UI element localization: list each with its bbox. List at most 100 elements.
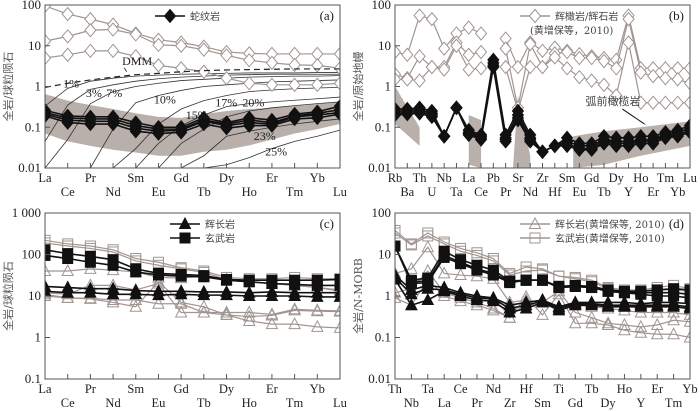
data-point <box>130 266 142 278</box>
data-point <box>310 319 324 332</box>
annotation: 17% <box>215 96 237 110</box>
data-point <box>650 299 664 312</box>
x-tick-label: Pr <box>85 171 97 185</box>
data-point <box>401 47 414 63</box>
y-tick-label: 10 <box>378 38 391 53</box>
x-tick-label: Tm <box>286 185 304 199</box>
data-point <box>573 69 586 85</box>
data-point <box>405 239 417 251</box>
data-point <box>129 123 142 139</box>
data-point <box>597 136 611 151</box>
x-tick-label: La <box>462 171 476 185</box>
y-axis-title: 全岩/原始地幔 <box>351 52 365 122</box>
x-tick-label: Ta <box>450 185 463 199</box>
data-point <box>503 305 517 318</box>
x-tick-label: Ho <box>633 171 648 185</box>
y-tick-label: 0.1 <box>25 371 41 386</box>
melting-curve <box>45 75 340 168</box>
plot-area <box>395 8 690 168</box>
annotation: 7% <box>106 86 122 100</box>
x-tick-label: Er <box>266 171 279 185</box>
x-tick-label: Ce <box>454 382 468 396</box>
x-tick-label: Sm <box>534 396 551 410</box>
data-point <box>462 62 475 77</box>
data-point <box>601 299 615 312</box>
data-point <box>197 64 211 80</box>
data-point <box>45 108 52 124</box>
panel-label: (b) <box>669 8 684 23</box>
panel-label: (c) <box>320 216 334 231</box>
y-tick-label: 1 <box>385 288 392 303</box>
data-point <box>84 116 97 132</box>
x-tick-label: Er <box>651 382 664 396</box>
data-point <box>45 237 51 249</box>
data-point <box>610 138 623 154</box>
legend-label: 蛇纹岩 <box>190 10 220 23</box>
data-point <box>106 287 120 300</box>
x-tick-label: Yb <box>670 185 685 199</box>
data-point <box>437 284 451 297</box>
data-point <box>45 5 52 14</box>
series-辉长岩-2 <box>45 284 340 302</box>
data-point <box>334 285 340 297</box>
data-point <box>413 106 426 121</box>
x-tick-label: Ho <box>617 382 632 396</box>
x-tick-label: Tm <box>657 171 675 185</box>
data-point <box>601 317 615 331</box>
x-tick-label: Ce <box>61 185 75 199</box>
data-point <box>333 46 340 62</box>
data-point <box>197 42 211 57</box>
data-point <box>174 296 188 309</box>
series-辉橄岩/辉石岩-2 <box>45 22 340 76</box>
data-point <box>438 129 451 144</box>
data-point <box>152 288 165 301</box>
data-point <box>536 144 549 160</box>
data-point <box>62 253 74 265</box>
legend-label: 玄武岩 <box>205 232 235 245</box>
x-tick-label: Er <box>647 185 660 199</box>
data-point <box>197 116 211 132</box>
melting-curve <box>45 72 340 107</box>
data-point <box>646 95 660 110</box>
x-tick-label: Rb <box>388 171 403 185</box>
data-point <box>311 110 324 126</box>
y-tick-label: 1 000 <box>12 205 41 220</box>
x-tick-label: Ti <box>554 382 565 396</box>
data-point <box>197 305 211 318</box>
data-point <box>333 304 340 317</box>
data-point <box>84 43 97 59</box>
data-point <box>450 38 463 54</box>
data-point <box>537 274 548 286</box>
data-point <box>683 314 690 327</box>
data-point <box>178 216 192 229</box>
data-point <box>519 301 533 314</box>
x-tick-label: Eu <box>572 185 587 199</box>
x-tick-label: Tm <box>665 396 683 410</box>
data-point <box>683 125 690 140</box>
x-tick-label: Nd <box>486 382 502 396</box>
data-point <box>174 125 188 140</box>
data-point <box>413 73 426 88</box>
data-point <box>552 287 566 300</box>
data-point <box>671 72 684 87</box>
data-point <box>220 307 233 320</box>
annotation-arrow <box>622 108 645 125</box>
data-point <box>454 267 467 281</box>
series-line <box>505 18 690 108</box>
melting-curve <box>180 118 340 168</box>
x-tick-label: Nb <box>437 171 452 185</box>
data-point <box>568 298 582 311</box>
data-point <box>622 35 635 50</box>
data-point <box>667 313 680 326</box>
data-point <box>536 59 549 75</box>
x-tick-label: Gd <box>174 171 190 185</box>
data-point <box>106 22 120 37</box>
panel-b: 0.01 0.1 1 10 100 RbBaThUNbTaLaCePbPrSrNdZrHf… <box>351 0 698 199</box>
data-point <box>618 317 631 331</box>
annotation: 10% <box>154 93 176 107</box>
data-point <box>474 44 488 60</box>
data-point <box>560 44 574 60</box>
x-tick-label: Pr <box>500 185 512 199</box>
data-point <box>597 53 611 69</box>
x-tick-label: Tb <box>197 396 211 410</box>
